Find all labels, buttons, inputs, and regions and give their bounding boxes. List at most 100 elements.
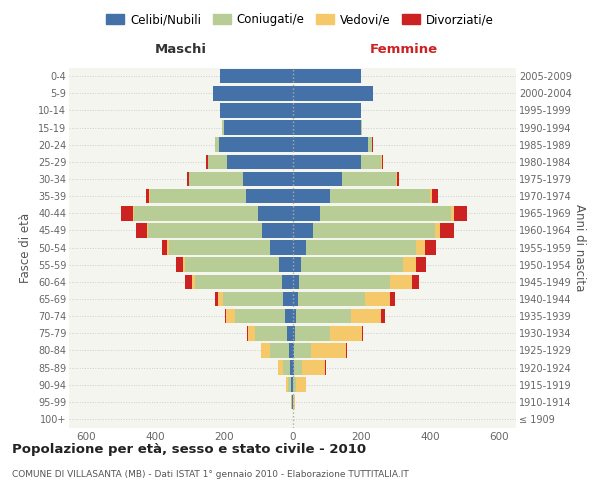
Bar	[343, 172, 395, 186]
Bar	[295, 326, 329, 340]
Bar	[381, 309, 385, 324]
Bar	[294, 360, 302, 375]
Bar	[293, 360, 294, 375]
Bar	[220, 103, 293, 118]
Bar	[302, 360, 325, 375]
Bar	[351, 309, 381, 324]
Bar	[325, 360, 326, 375]
Bar	[346, 343, 347, 357]
Bar	[246, 189, 293, 204]
Bar	[391, 274, 412, 289]
Bar	[190, 172, 242, 186]
Bar	[149, 189, 150, 204]
Bar	[361, 120, 362, 135]
Bar	[288, 378, 292, 392]
Bar	[416, 240, 425, 255]
Bar	[430, 189, 433, 204]
Bar	[371, 138, 372, 152]
Bar	[306, 240, 416, 255]
Bar	[293, 240, 306, 255]
Bar	[214, 86, 293, 101]
Bar	[134, 206, 258, 220]
Bar	[381, 154, 382, 169]
Bar	[435, 223, 440, 238]
Bar	[361, 154, 381, 169]
Bar	[247, 326, 248, 340]
Bar	[146, 189, 149, 204]
Bar	[382, 154, 383, 169]
Bar	[262, 223, 293, 238]
Bar	[278, 360, 283, 375]
Bar	[320, 206, 451, 220]
Bar	[293, 378, 296, 392]
Bar	[283, 360, 290, 375]
Bar	[433, 189, 437, 204]
Bar	[282, 274, 293, 289]
Bar	[289, 343, 293, 357]
Bar	[148, 223, 262, 238]
Bar	[227, 154, 293, 169]
Bar	[454, 206, 467, 220]
Bar	[185, 258, 280, 272]
Bar	[291, 394, 292, 409]
Bar	[192, 274, 194, 289]
Text: Femmine: Femmine	[370, 42, 439, 56]
Bar	[293, 172, 343, 186]
Bar	[293, 138, 368, 152]
Bar	[416, 258, 426, 272]
Bar	[293, 258, 301, 272]
Bar	[286, 378, 288, 392]
Bar	[293, 154, 361, 169]
Bar	[293, 309, 296, 324]
Bar	[331, 189, 430, 204]
Bar	[368, 138, 371, 152]
Bar	[206, 154, 208, 169]
Bar	[293, 274, 299, 289]
Bar	[176, 258, 183, 272]
Bar	[313, 223, 435, 238]
Bar	[391, 292, 395, 306]
Bar	[293, 223, 313, 238]
Bar	[290, 360, 293, 375]
Bar	[372, 138, 373, 152]
Bar	[162, 240, 167, 255]
Bar	[293, 292, 298, 306]
Bar	[260, 343, 270, 357]
Bar	[187, 172, 188, 186]
Bar	[293, 69, 361, 84]
Bar	[183, 258, 185, 272]
Bar	[121, 206, 133, 220]
Bar	[258, 206, 293, 220]
Bar	[293, 394, 295, 409]
Bar	[226, 309, 235, 324]
Bar	[293, 206, 320, 220]
Bar	[403, 258, 416, 272]
Bar	[188, 172, 190, 186]
Bar	[412, 274, 419, 289]
Bar	[270, 343, 289, 357]
Text: Maschi: Maschi	[155, 42, 207, 56]
Bar	[397, 172, 399, 186]
Bar	[169, 240, 270, 255]
Bar	[185, 274, 192, 289]
Y-axis label: Fasce di età: Fasce di età	[19, 212, 32, 282]
Bar	[293, 120, 361, 135]
Bar	[301, 258, 403, 272]
Y-axis label: Anni di nascita: Anni di nascita	[572, 204, 586, 291]
Bar	[150, 189, 246, 204]
Bar	[242, 172, 293, 186]
Bar	[220, 69, 293, 84]
Bar	[329, 326, 362, 340]
Bar	[293, 343, 294, 357]
Bar	[292, 378, 293, 392]
Bar	[283, 292, 293, 306]
Bar	[235, 309, 285, 324]
Bar	[287, 326, 293, 340]
Bar	[223, 120, 224, 135]
Text: Popolazione per età, sesso e stato civile - 2010: Popolazione per età, sesso e stato civil…	[12, 442, 366, 456]
Bar	[299, 274, 391, 289]
Bar	[147, 223, 148, 238]
Bar	[298, 292, 365, 306]
Bar	[136, 223, 147, 238]
Bar	[215, 138, 218, 152]
